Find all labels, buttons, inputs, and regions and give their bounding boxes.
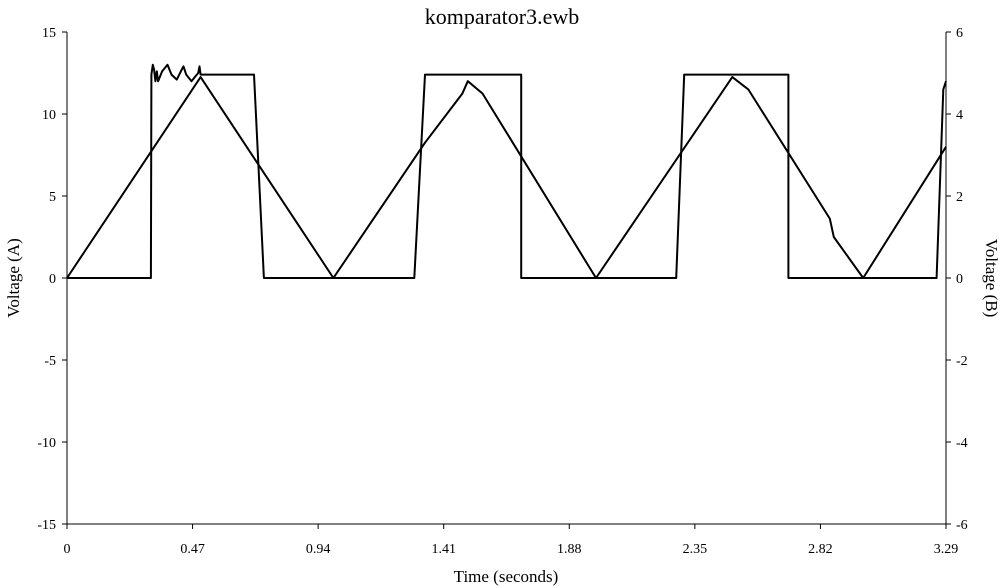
x-axis-label: Time (seconds): [454, 567, 559, 586]
x-tick-label: 0.94: [306, 542, 331, 557]
x-tick-label: 1.41: [431, 542, 456, 557]
chart-title: komparator3.ewb: [425, 4, 580, 29]
y-axis-label-left: Voltage (A): [4, 238, 23, 317]
y-tick-label-left: 5: [49, 190, 56, 205]
series-line-voltage-b: [66, 76, 947, 279]
y-tick-label-left: 15: [42, 26, 56, 41]
x-tick-label: 2.82: [808, 542, 833, 557]
y-tick-label-left: -10: [37, 436, 56, 451]
y-tick-label-left: 10: [42, 108, 56, 123]
y-tick-label-right: 6: [956, 26, 963, 41]
y-tick-label-right: 4: [956, 108, 963, 123]
y-tick-label-left: -5: [44, 354, 56, 369]
y-tick-label-right: -2: [956, 354, 968, 369]
y-tick-label-right: -4: [956, 436, 968, 451]
x-tick-label: 0.47: [180, 542, 205, 557]
y-tick-label-left: 0: [49, 272, 56, 287]
left-axis-ticks: 15 10 5 0 -5 -10 -15: [37, 26, 67, 533]
y-tick-label-right: -6: [956, 518, 968, 533]
y-axis-label-right: Voltage (B): [982, 239, 1001, 318]
x-tick-label: 0: [64, 542, 71, 557]
y-tick-label-right: 0: [956, 272, 963, 287]
y-tick-label-right: 2: [956, 190, 963, 205]
series-group: [66, 63, 947, 279]
y-tick-label-left: -15: [37, 518, 56, 533]
x-axis-ticks: 0 0.47 0.94 1.41 1.88 2.35 2.82 3.29: [64, 524, 959, 557]
right-axis-ticks: 6 4 2 0 -2 -4 -6: [946, 26, 968, 533]
series-line-voltage-a: [67, 63, 947, 279]
x-tick-label: 2.35: [683, 542, 708, 557]
x-tick-label: 1.88: [557, 542, 582, 557]
x-tick-label: 3.29: [934, 542, 959, 557]
